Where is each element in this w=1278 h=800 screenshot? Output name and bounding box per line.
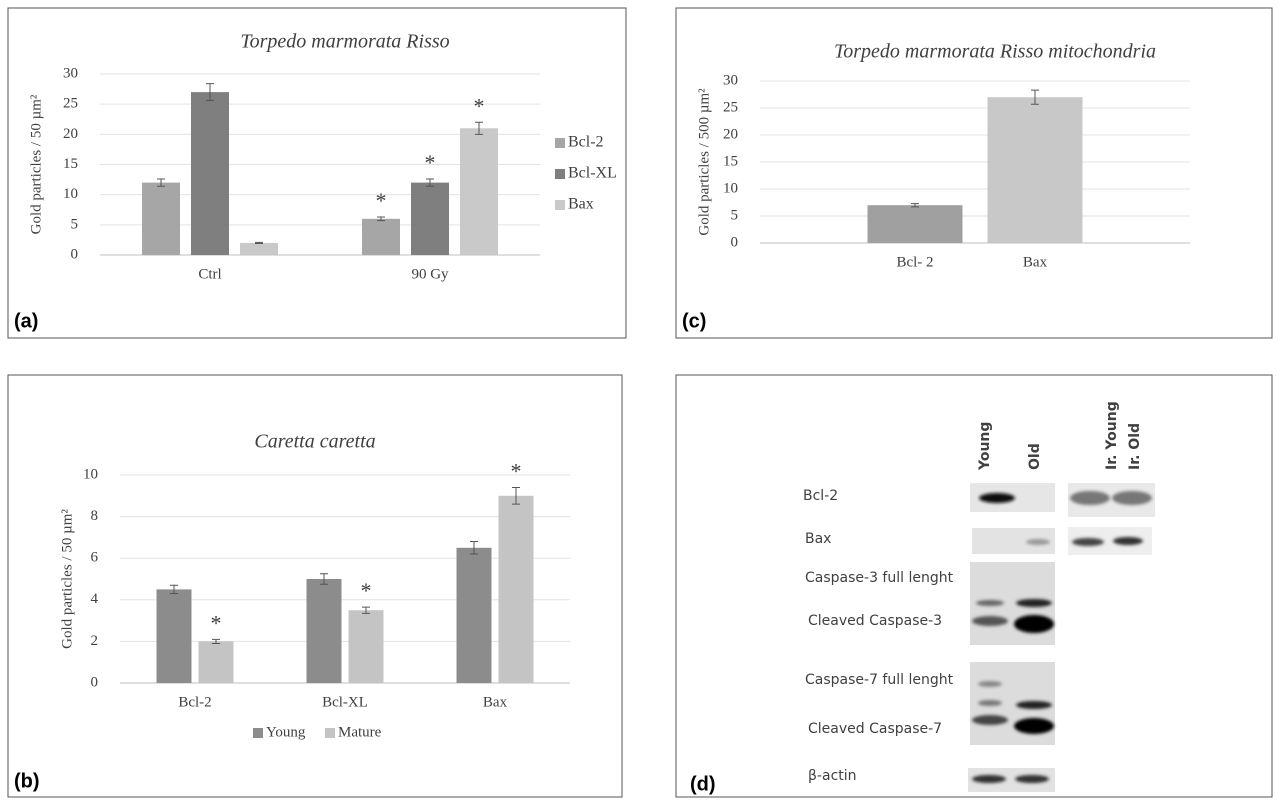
y-tick-label: 10 — [63, 186, 78, 202]
bar — [460, 128, 498, 255]
x-tick-label: Bcl-2 — [178, 694, 211, 710]
bar — [988, 97, 1083, 243]
y-tick-label: 0 — [91, 674, 99, 690]
y-axis-label: Gold particles / 50 µm² — [28, 94, 44, 234]
lane-label: Ir. Young — [1104, 401, 1120, 470]
y-tick-label: 30 — [63, 65, 78, 81]
panel-label: (d) — [690, 773, 716, 795]
y-tick-label: 25 — [63, 96, 78, 112]
y-tick-label: 6 — [91, 550, 99, 566]
y-tick-label: 30 — [723, 72, 738, 88]
y-tick-label: 2 — [91, 633, 99, 649]
bar — [349, 610, 384, 683]
panel-label: (b) — [14, 770, 40, 792]
legend-label: Bcl-XL — [568, 165, 617, 182]
x-tick-label: Bax — [483, 694, 508, 710]
significance-marker: * — [361, 578, 372, 603]
blot-image — [968, 483, 1155, 792]
bar — [157, 589, 192, 683]
bar — [362, 219, 400, 255]
legend-swatch — [555, 138, 565, 148]
significance-marker: * — [474, 93, 485, 118]
bar — [142, 183, 180, 255]
legend-label: Mature — [338, 724, 382, 740]
bar — [457, 548, 492, 683]
row-label: Caspase-7 full lenght — [805, 672, 954, 688]
y-tick-label: 8 — [91, 508, 99, 524]
y-tick-label: 5 — [731, 207, 739, 223]
significance-marker: * — [376, 188, 387, 213]
y-tick-label: 5 — [71, 216, 79, 232]
x-tick-label: 90 Gy — [411, 266, 449, 282]
row-label: Bax — [805, 531, 831, 547]
bar — [499, 496, 534, 683]
legend-label: Young — [266, 724, 306, 740]
y-tick-label: 0 — [731, 234, 739, 250]
row-label: β-actin — [808, 768, 857, 784]
bar — [191, 92, 229, 255]
y-tick-label: 10 — [83, 466, 98, 482]
significance-marker: * — [211, 610, 222, 635]
bar — [199, 641, 234, 683]
legend-swatch — [555, 169, 565, 179]
lane-label: Old — [1027, 443, 1043, 470]
significance-marker: * — [425, 150, 436, 175]
row-label: Caspase-3 full lenght — [805, 570, 954, 586]
lane-label: Young — [977, 422, 993, 471]
x-tick-label: Bcl-XL — [322, 694, 368, 710]
panel-label: (a) — [14, 310, 38, 332]
y-tick-label: 0 — [71, 246, 79, 262]
chart-title: Torpedo marmorata Risso — [240, 31, 449, 53]
legend-label: Bcl-2 — [568, 134, 604, 151]
lane-label: Ir. Old — [1127, 423, 1143, 470]
panel-a-frame — [8, 8, 626, 338]
y-tick-label: 15 — [63, 156, 78, 172]
x-tick-label: Bcl- 2 — [896, 254, 933, 270]
y-tick-label: 20 — [63, 126, 78, 142]
x-tick-label: Ctrl — [198, 266, 221, 282]
chart-title: Torpedo marmorata Risso mitochondria — [834, 41, 1156, 63]
chart-title: Caretta caretta — [254, 431, 375, 453]
row-label: Cleaved Caspase-3 — [808, 613, 942, 629]
x-tick-label: Bax — [1023, 254, 1048, 270]
y-axis-label: Gold particles / 50 µm² — [59, 509, 75, 649]
y-tick-label: 10 — [723, 180, 738, 196]
y-tick-label: 4 — [91, 591, 99, 607]
bar — [307, 579, 342, 683]
legend-swatch — [253, 728, 263, 738]
y-tick-label: 20 — [723, 126, 738, 142]
significance-marker: * — [511, 459, 522, 484]
row-label: Bcl-2 — [803, 488, 838, 504]
y-tick-label: 25 — [723, 99, 738, 115]
y-tick-label: 15 — [723, 153, 738, 169]
figure: (d) Young Old Ir. Young Ir. Old Bcl-2 Ba… — [0, 0, 1278, 800]
y-axis-label: Gold particles / 500 µm² — [696, 88, 712, 236]
bar — [240, 243, 278, 255]
bar — [868, 205, 963, 243]
row-label: Cleaved Caspase-7 — [808, 721, 942, 737]
legend-swatch — [555, 200, 565, 210]
legend-label: Bax — [568, 196, 594, 213]
panel-label: (c) — [682, 310, 706, 332]
legend-swatch — [325, 728, 335, 738]
bar — [411, 183, 449, 255]
